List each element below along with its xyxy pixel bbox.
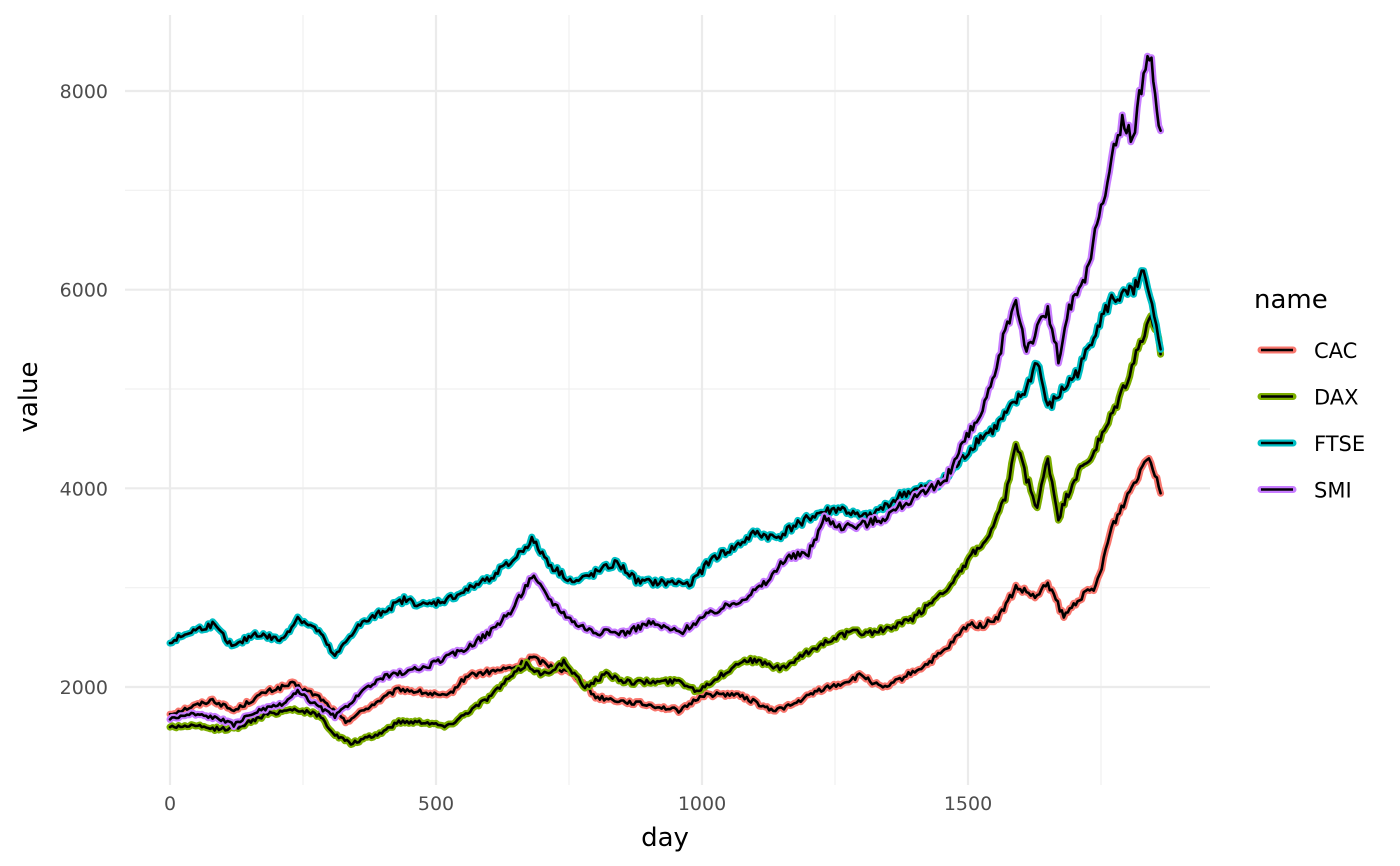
legend-label-dax: DAX (1314, 386, 1359, 410)
legend-label-cac: CAC (1314, 339, 1357, 363)
major-gridlines (125, 15, 1210, 785)
x-tick-label: 0 (164, 793, 176, 815)
minor-gridlines (125, 15, 1210, 785)
x-tick-label: 1000 (678, 793, 726, 815)
x-axis-title: day (641, 823, 689, 853)
y-axis-tick-labels: 2000 4000 6000 8000 (60, 81, 108, 699)
y-axis-title: value (14, 361, 44, 432)
legend-label-smi: SMI (1314, 479, 1352, 503)
y-tick-label: 8000 (60, 81, 108, 103)
legend-title: name (1254, 285, 1328, 315)
legend-label-ftse: FTSE (1314, 432, 1365, 456)
legend: name CAC DAX FTSE SMI (1254, 285, 1365, 503)
x-tick-label: 1500 (944, 793, 992, 815)
y-tick-label: 6000 (60, 280, 108, 302)
y-tick-label: 4000 (60, 478, 108, 500)
y-tick-label: 2000 (60, 677, 108, 699)
series-lines (166, 52, 1165, 748)
series-line-smi (168, 54, 1162, 728)
legend-items: CAC DAX FTSE SMI (1257, 339, 1365, 503)
x-tick-label: 500 (418, 793, 454, 815)
x-axis-tick-labels: 0 500 1000 1500 (164, 793, 992, 815)
series-line-dax (168, 314, 1162, 746)
series-line-ftse (168, 269, 1162, 658)
